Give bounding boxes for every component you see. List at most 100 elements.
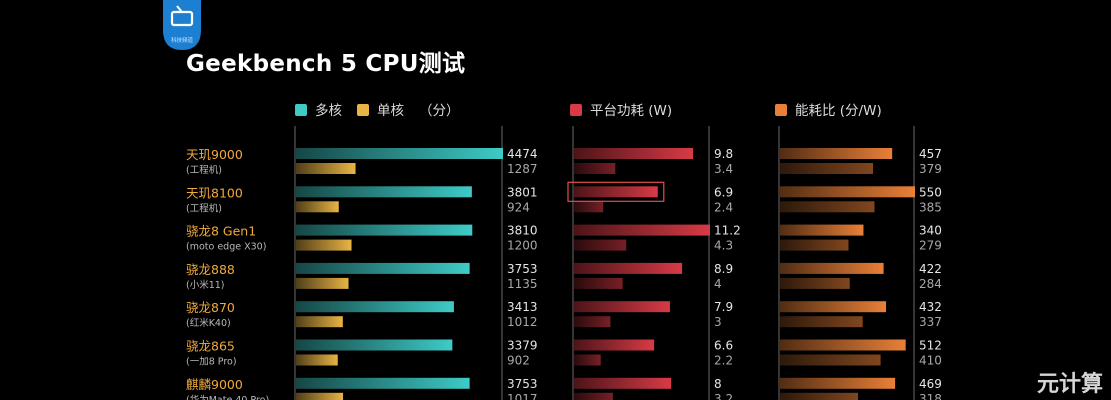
highlight-box — [567, 181, 665, 202]
data-label: 422 — [919, 262, 942, 276]
bar — [296, 392, 344, 400]
data-label: 3801 — [507, 185, 538, 199]
bar — [296, 148, 503, 159]
data-label: 3.4 — [714, 162, 733, 176]
logo-badge: 科技频道 — [163, 0, 201, 50]
bar — [296, 377, 470, 389]
category-sublabel: (moto edge X30) — [186, 242, 266, 253]
bar — [574, 354, 601, 366]
category-label: 骁龙888 — [186, 262, 235, 277]
data-label: 318 — [919, 392, 942, 400]
bar — [574, 224, 710, 236]
data-label: 3413 — [507, 300, 538, 314]
data-label: 3 — [714, 315, 722, 329]
data-label: 8.9 — [714, 262, 733, 276]
data-label: 6.6 — [714, 339, 733, 353]
bar — [780, 339, 906, 351]
bar — [574, 377, 672, 389]
data-label: 337 — [919, 315, 942, 329]
bar — [780, 301, 887, 313]
data-label: 6.9 — [714, 185, 733, 199]
data-label: 410 — [919, 354, 942, 368]
bar — [780, 201, 875, 213]
legend-label: 平台功耗 (W) — [590, 103, 672, 119]
bar — [780, 239, 849, 251]
data-label: 11.2 — [714, 224, 741, 238]
data-label: 924 — [507, 200, 530, 214]
bar — [296, 316, 343, 328]
data-label: 512 — [919, 339, 942, 353]
category-label: 骁龙8 Gen1 — [186, 224, 256, 239]
data-label: 4 — [714, 277, 722, 291]
data-label: 3.2 — [714, 392, 733, 400]
data-label: 469 — [919, 377, 942, 391]
category-label: 天玑9000 — [186, 147, 243, 162]
bar — [296, 262, 470, 274]
bar — [296, 224, 473, 236]
bar — [296, 201, 339, 213]
chart-title: Geekbench 5 CPU测试 — [186, 51, 466, 77]
data-label: 1135 — [507, 277, 538, 291]
bar — [780, 262, 884, 274]
data-label: 385 — [919, 200, 942, 214]
data-label: 8 — [714, 377, 722, 391]
bar — [574, 239, 627, 251]
data-label: 284 — [919, 277, 942, 291]
bar — [780, 316, 863, 328]
data-label: 2.4 — [714, 200, 733, 214]
data-label: 279 — [919, 239, 942, 253]
bar — [574, 201, 604, 213]
category-sublabel: (工程机) — [186, 164, 222, 176]
data-label: 1287 — [507, 162, 538, 176]
category-label: 天玑8100 — [186, 185, 243, 200]
data-label: 432 — [919, 300, 942, 314]
category-sublabel: (一加8 Pro) — [186, 357, 237, 368]
data-label: 9.8 — [714, 147, 733, 161]
data-label: 4474 — [507, 147, 538, 161]
bar — [780, 224, 864, 236]
bar — [296, 239, 352, 251]
data-label: 379 — [919, 162, 942, 176]
bar — [574, 301, 670, 313]
data-label: 3379 — [507, 339, 538, 353]
bar — [296, 354, 338, 366]
data-label: 3810 — [507, 224, 538, 238]
bar — [780, 354, 881, 366]
category-label: 骁龙865 — [186, 339, 235, 354]
category-sublabel: (华为Mate 40 Pro) — [186, 394, 269, 400]
legend-label: 单核 — [377, 103, 404, 119]
category-sublabel: (小米11) — [186, 279, 225, 291]
legend-label: （分） — [419, 103, 460, 119]
bar — [780, 377, 896, 389]
data-label: 1012 — [507, 315, 538, 329]
data-label: 3753 — [507, 377, 538, 391]
watermark-text: 元计算 — [1036, 372, 1103, 397]
bar — [574, 392, 613, 400]
legend-swatch — [570, 104, 582, 116]
logo-text: 科技频道 — [171, 36, 194, 44]
data-label: 340 — [919, 224, 942, 238]
bar — [780, 163, 874, 174]
data-label: 3753 — [507, 262, 538, 276]
data-label: 1200 — [507, 239, 538, 253]
bar — [574, 148, 693, 159]
bar — [574, 277, 623, 289]
bar — [296, 301, 454, 313]
data-label: 550 — [919, 185, 942, 199]
data-label: 457 — [919, 147, 942, 161]
category-sublabel: (红米K40) — [186, 317, 231, 329]
bar — [780, 148, 893, 159]
bar — [574, 186, 658, 198]
data-label: 2.2 — [714, 354, 733, 368]
data-label: 1017 — [507, 392, 538, 400]
data-label: 902 — [507, 354, 530, 368]
legend-swatch — [295, 104, 307, 116]
bar — [296, 163, 356, 174]
bar — [574, 262, 683, 274]
bar — [296, 186, 472, 198]
data-label: 4.3 — [714, 239, 733, 253]
bar — [296, 339, 453, 351]
bar — [780, 186, 915, 198]
bar — [574, 316, 611, 328]
bar — [780, 392, 859, 400]
